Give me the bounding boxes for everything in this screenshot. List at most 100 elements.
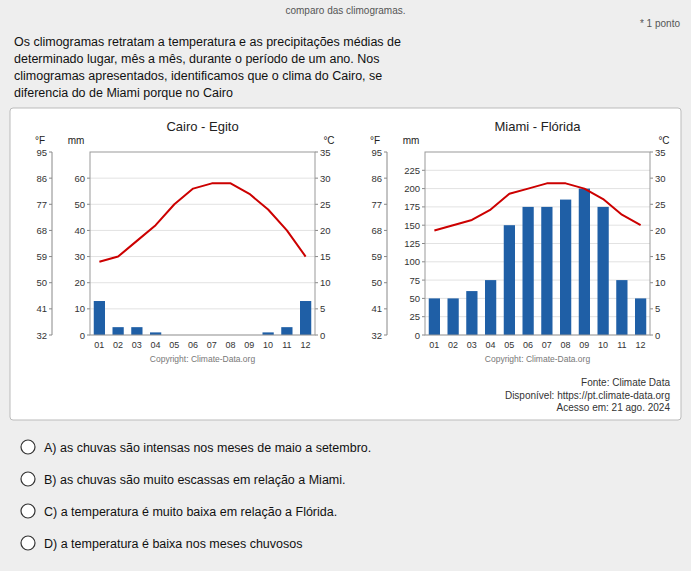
tick-label: 50: [409, 293, 420, 304]
tick-label: 0: [80, 330, 85, 341]
option-text[interactable]: A) as chuvas são intensas nos meses de m…: [44, 441, 371, 455]
tick-label: 10: [320, 277, 331, 288]
tick-label: 03: [467, 340, 477, 350]
bar: [281, 327, 292, 335]
tick-label: 35: [655, 147, 666, 158]
axis-label: mm: [68, 135, 85, 146]
tick-label: 07: [207, 340, 217, 350]
bar: [523, 207, 534, 335]
question-line: determinado lugar, mês a mês, durante o …: [14, 52, 380, 66]
source: Fonte: Climate DataDisponível: https://p…: [505, 377, 671, 413]
tick: [49, 204, 52, 205]
line: [434, 183, 640, 230]
tick-label: 10: [263, 340, 273, 350]
tick-label: 09: [244, 340, 254, 350]
option-radio[interactable]: [21, 536, 35, 550]
tick-label: 25: [655, 199, 666, 210]
tick-label: 68: [371, 225, 382, 236]
tick-label: 11: [617, 340, 626, 350]
tick: [384, 308, 387, 309]
tick-label: 50: [36, 277, 47, 288]
tick-label: 41: [36, 303, 47, 314]
option-text[interactable]: C) a temperatura é muito baixa em relaçã…: [44, 505, 337, 519]
option-radio[interactable]: [21, 504, 35, 518]
grid-line: [425, 261, 650, 262]
chart-box: [10, 108, 681, 420]
chart-title: Cairo - Egito: [166, 119, 238, 134]
tick-label: 59: [36, 251, 47, 262]
tick-label: 12: [301, 340, 311, 350]
tick-label: 32: [371, 330, 382, 341]
plot-frame: [425, 152, 650, 335]
bar: [541, 207, 552, 335]
grid-line: [425, 225, 650, 226]
tick: [384, 152, 387, 153]
tick: [384, 204, 387, 205]
bar: [448, 298, 459, 335]
option[interactable]: D) a temperatura é baixa nos meses chuvo…: [21, 536, 302, 551]
option-text[interactable]: B) as chuvas são muito escassas em relaç…: [44, 473, 346, 487]
bar: [466, 291, 477, 335]
point-label: * 1 ponto: [640, 18, 680, 29]
source-line: Acesso em: 21 ago. 2024: [557, 402, 671, 413]
tick-label: 59: [371, 251, 382, 262]
question-line: diferencia do de Miami porque no Cairo: [14, 86, 233, 100]
tick-label: 150: [404, 220, 420, 231]
tick: [49, 178, 52, 179]
tick-label: 25: [409, 311, 420, 322]
tick: [384, 178, 387, 179]
grid-line: [425, 206, 650, 207]
plot-area: [94, 183, 312, 335]
tick-label: 04: [486, 340, 496, 350]
plot-frame: [90, 152, 315, 335]
option[interactable]: B) as chuvas são muito escassas em relaç…: [21, 472, 346, 487]
tick-label: 02: [448, 340, 458, 350]
grid-line: [90, 282, 315, 283]
tick: [49, 335, 52, 336]
tick-label: 01: [429, 340, 439, 350]
tick-label: 02: [113, 340, 123, 350]
tick-label: 06: [188, 340, 198, 350]
chart-title: Miami - Flórida: [495, 119, 582, 134]
tick-label: 04: [151, 340, 161, 350]
tick-label: 60: [74, 173, 85, 184]
tick-label: 100: [404, 256, 420, 267]
page: comparo das climogramas.* 1 pontoOs clim…: [0, 0, 691, 571]
tick-label: 86: [371, 173, 382, 184]
tick-label: 30: [655, 173, 666, 184]
tick-label: 32: [36, 330, 47, 341]
tick-label: 06: [523, 340, 533, 350]
tick-label: 08: [226, 340, 236, 350]
bar: [94, 301, 105, 335]
annotation: Copyright: Climate-Data.org: [485, 354, 591, 364]
tick-label: 10: [74, 303, 85, 314]
tick-label: 50: [371, 277, 382, 288]
bar: [560, 200, 571, 335]
option[interactable]: A) as chuvas são intensas nos meses de m…: [21, 440, 371, 455]
question: Os climogramas retratam a temperatura e …: [14, 35, 401, 100]
tick-label: 08: [561, 340, 571, 350]
tick-label: 30: [74, 251, 85, 262]
tick: [384, 230, 387, 231]
tick-label: 20: [74, 277, 85, 288]
tick-label: 01: [94, 340, 104, 350]
annotation: Copyright: Climate-Data.org: [150, 354, 256, 364]
grid-line: [90, 230, 315, 231]
axis-label: °F: [35, 135, 45, 146]
tick-label: 25: [320, 199, 331, 210]
tick-label: 10: [655, 277, 666, 288]
grid-line: [425, 188, 650, 189]
option-radio[interactable]: [21, 440, 35, 454]
option-text[interactable]: D) a temperatura é baixa nos meses chuvo…: [44, 537, 302, 551]
tick: [49, 256, 52, 257]
bar: [429, 298, 440, 335]
axis-label: °F: [370, 135, 380, 146]
bar: [635, 298, 646, 335]
option-radio[interactable]: [21, 472, 35, 486]
tick-label: 05: [169, 340, 179, 350]
tick-label: 95: [371, 147, 382, 158]
tick-label: 125: [404, 238, 420, 249]
option[interactable]: C) a temperatura é muito baixa em relaçã…: [21, 504, 337, 519]
tick-label: 20: [655, 225, 666, 236]
tick-label: 0: [415, 330, 420, 341]
